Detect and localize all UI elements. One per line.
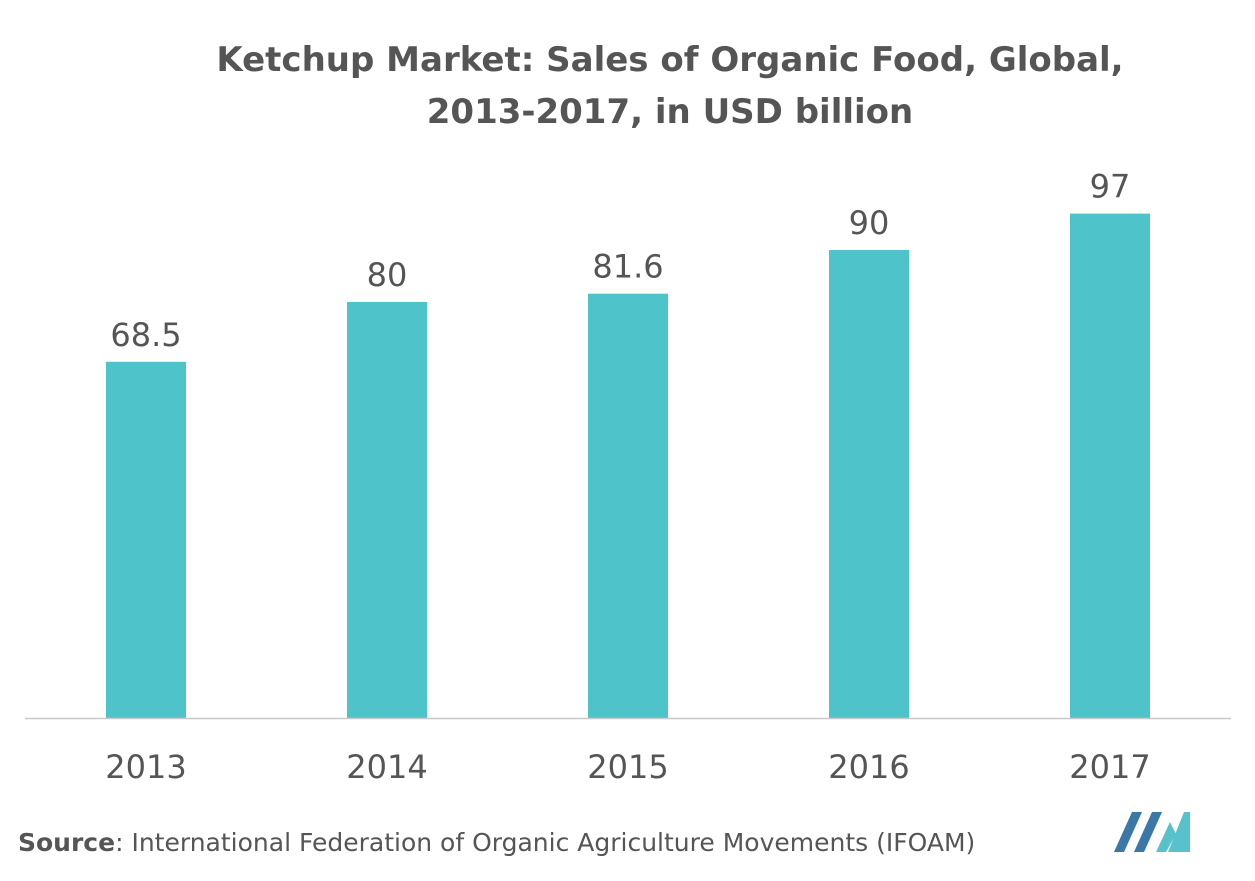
x-tick-label-2015: 2015 [587, 748, 668, 786]
source-label: Source [18, 828, 116, 857]
chart-title-line-1: Ketchup Market: Sales of Organic Food, G… [216, 40, 1124, 80]
data-label-2013: 68.5 [110, 316, 181, 354]
source-note: Source: International Federation of Orga… [18, 828, 975, 857]
bar-2015 [588, 293, 668, 718]
x-tick-label-2014: 2014 [346, 748, 427, 786]
bar-2017 [1070, 213, 1150, 718]
data-label-group: 68.5 80 81.6 90 97 [110, 168, 1130, 354]
x-tick-label-2017: 2017 [1069, 748, 1150, 786]
x-tick-label-group: 2013 2014 2015 2016 2017 [105, 748, 1150, 786]
x-tick-label-2013: 2013 [105, 748, 186, 786]
data-label-2014: 80 [367, 256, 408, 294]
x-tick-label-2016: 2016 [828, 748, 909, 786]
bar-2014 [347, 302, 427, 718]
data-label-2015: 81.6 [592, 248, 663, 286]
bar-2013 [106, 361, 186, 718]
brand-logo-icon [1114, 812, 1190, 852]
chart-title-line-2: 2013-2017, in USD billion [426, 92, 914, 132]
bar-group [106, 213, 1150, 718]
chart-title: Ketchup Market: Sales of Organic Food, G… [0, 34, 1255, 138]
bar-2016 [829, 250, 909, 718]
data-label-2016: 90 [849, 204, 890, 242]
source-text: : International Federation of Organic Ag… [115, 828, 976, 857]
data-label-2017: 97 [1090, 168, 1131, 206]
